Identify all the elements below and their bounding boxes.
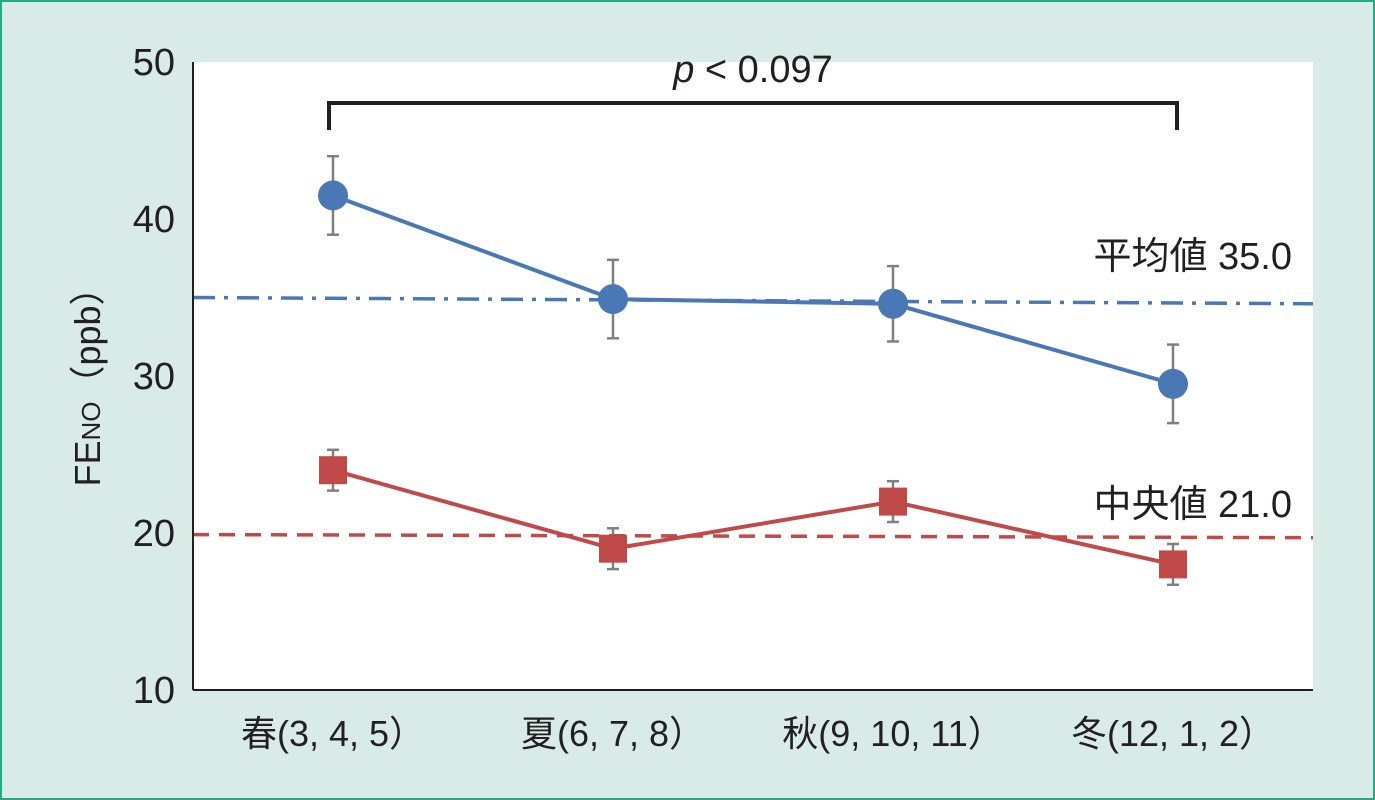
x-tick-label: 夏(6, 7, 8） [521, 713, 705, 754]
x-tick-label: 冬(12, 1, 2） [1071, 713, 1275, 754]
data-point [879, 487, 907, 516]
p-value-label: p < 0.097 [672, 49, 833, 91]
data-point [598, 284, 628, 315]
data-point [1159, 550, 1187, 579]
data-point [599, 534, 627, 563]
x-tick-label: 秋(9, 10, 11） [782, 713, 1003, 754]
data-point [1158, 368, 1188, 399]
y-axis-label: FENO（ppb） [67, 269, 108, 486]
data-point [318, 180, 348, 211]
series-line [332, 193, 1174, 386]
y-tick-label: 20 [133, 513, 175, 555]
plot-area [193, 62, 1313, 690]
y-tick-label: 40 [133, 199, 175, 241]
series-line [332, 468, 1174, 567]
reference-line [192, 532, 1314, 540]
y-tick-label: 50 [133, 42, 175, 84]
reference-line-label: 中央値 21.0 [1093, 484, 1292, 526]
y-tick-label: 10 [133, 670, 175, 712]
data-point [878, 288, 908, 319]
x-tick-label: 春(3, 4, 5） [241, 713, 425, 754]
significance-bracket [327, 101, 1179, 130]
data-point [319, 456, 347, 485]
y-tick-label: 30 [133, 356, 175, 398]
reference-line-label: 平均値 35.0 [1093, 236, 1292, 278]
